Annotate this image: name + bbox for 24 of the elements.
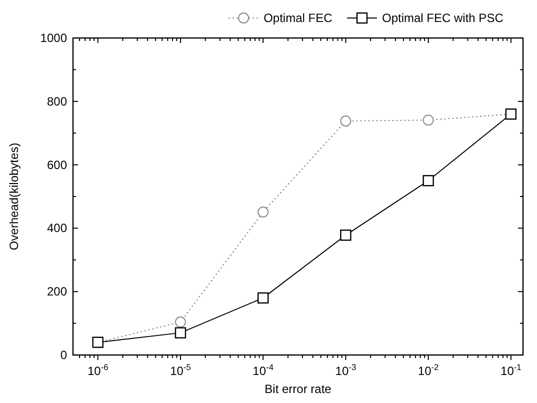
point <box>422 175 434 186</box>
x-tick-label: 10$^{-1}$ <box>500 362 522 378</box>
point <box>174 327 186 338</box>
point <box>257 292 269 304</box>
x-tick-label: 10$^{-5}$ <box>170 362 192 378</box>
y-tick-label: 800 <box>46 94 68 108</box>
x-axis-title: Bit error rate <box>264 382 332 396</box>
y-axis-title: Overhead(kilobytes) <box>7 142 21 250</box>
y-tick-label: 600 <box>46 158 68 172</box>
x-tick-label: 10$^{-4}$ <box>252 362 274 378</box>
point <box>258 206 269 218</box>
point <box>174 316 186 328</box>
y-tick-label: 0 <box>60 348 68 362</box>
legend-label: Optimal FEC <box>264 11 333 25</box>
point <box>422 114 434 126</box>
y-tick-label: 1000 <box>40 31 68 45</box>
legend-label: Optimal FEC with PSC <box>382 11 504 25</box>
x-tick-label: 10$^{-2}$ <box>418 362 440 378</box>
x-tick-label: 10$^{-3}$ <box>335 362 356 378</box>
x-tick-label: 10$^{-6}$ <box>87 362 109 378</box>
point <box>340 116 352 127</box>
point <box>340 230 352 241</box>
y-tick-label: 400 <box>46 221 68 236</box>
y-tick-label: 200 <box>46 284 68 299</box>
